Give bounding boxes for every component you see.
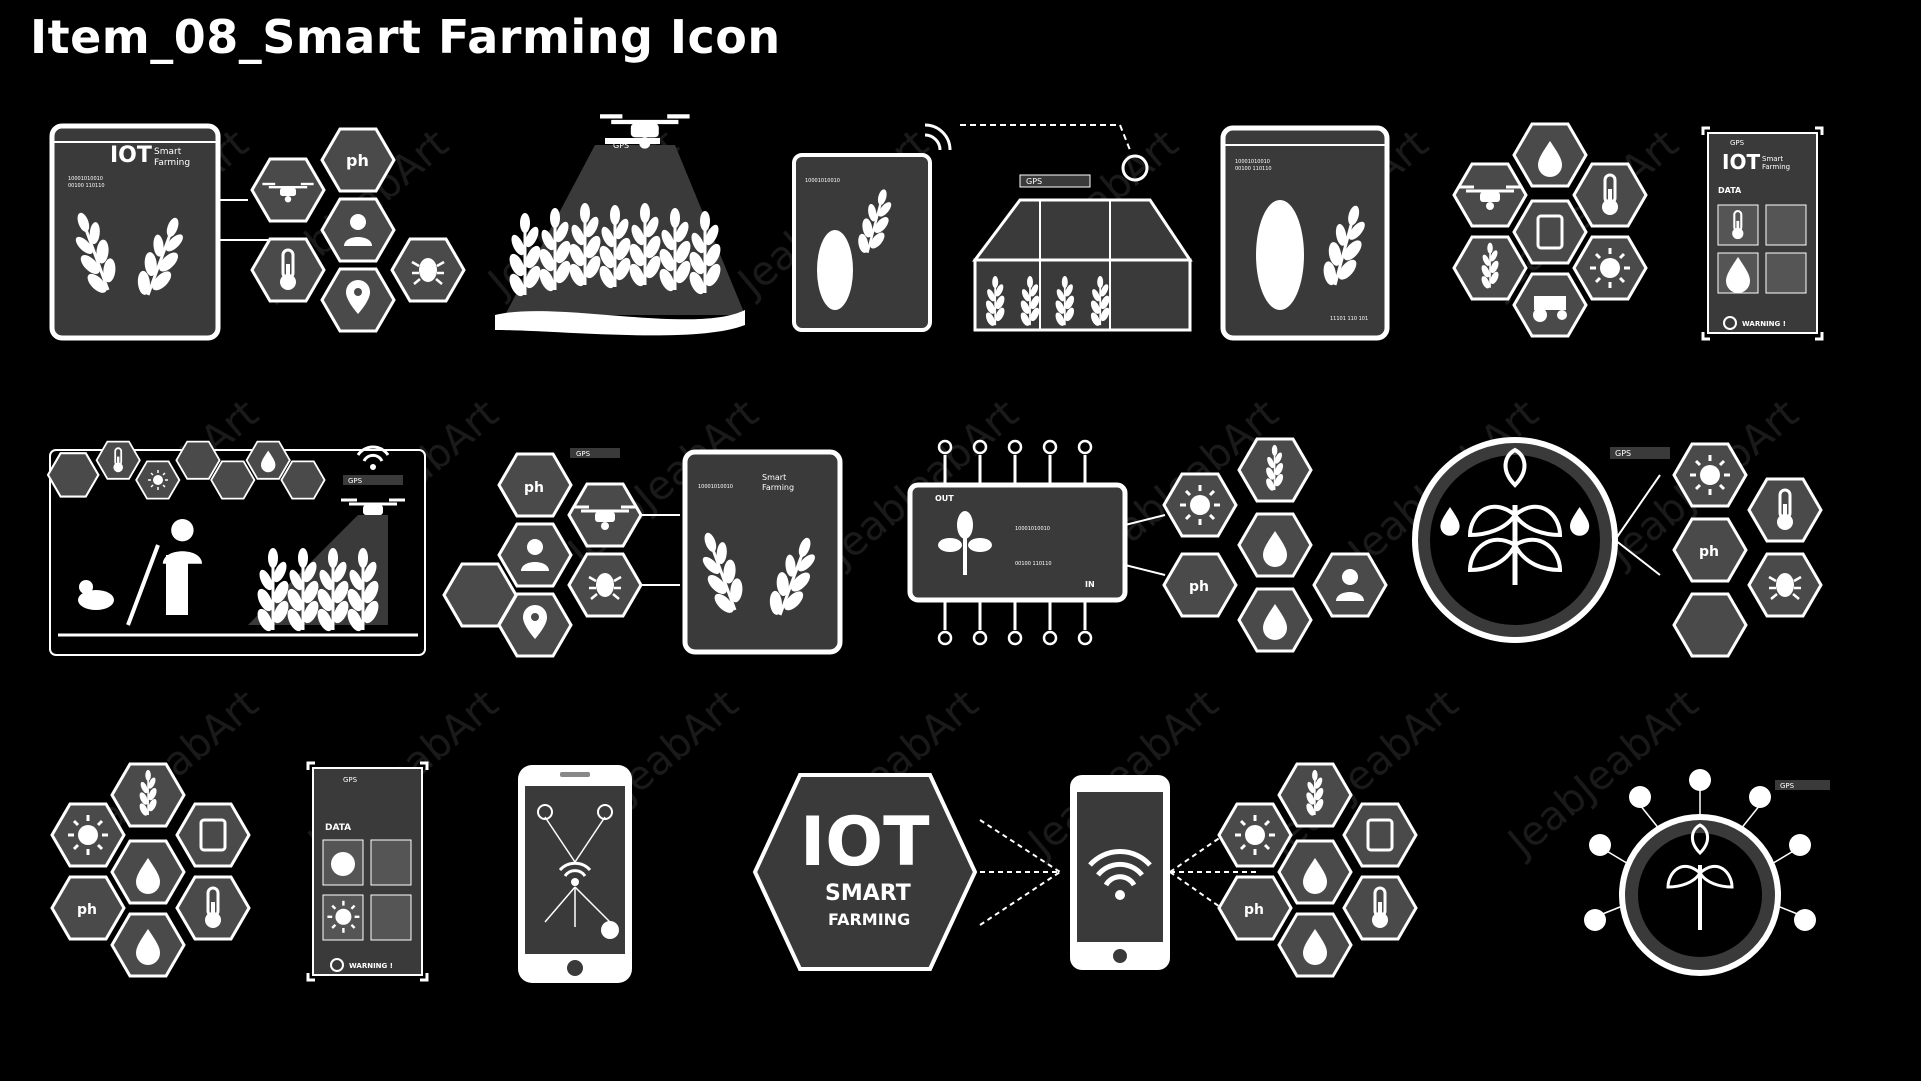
smart-label: SMART [825, 881, 911, 906]
smart-label: Smart [154, 147, 182, 157]
ph-label: ph [1189, 579, 1209, 595]
binary-text: 00100 110110 [1235, 166, 1272, 172]
plant-circle-ring: GPS [1570, 765, 1850, 980]
ph-label: ph [1244, 902, 1264, 918]
smart-label: Smart [762, 473, 786, 482]
page-title: Item_08_Smart Farming Icon [30, 10, 781, 64]
gps-label: GPS [1026, 177, 1042, 186]
gps-label: GPS [343, 776, 358, 784]
binary-text: 11101 110 101 [1330, 316, 1368, 322]
iot-label: IOT [1722, 150, 1760, 174]
tablet-corn: 10001010010 00100 110110 11101 110 101 [1220, 125, 1390, 345]
out-label: OUT [935, 494, 954, 503]
farmer-field-scene: GPS [46, 435, 428, 660]
farming-label: Farming [762, 483, 794, 492]
gps-label: GPS [1780, 782, 1795, 790]
ph-label: ph [1699, 544, 1719, 560]
gps-label: GPS [348, 477, 363, 485]
gps-label: GPS [1730, 139, 1745, 147]
ph-label: ph [77, 902, 97, 918]
phone-data-warning: GPS IOT Smart Farming DATA WARNING ! [1700, 125, 1825, 345]
iot-hex-phone-hex: IOT SMART FARMING ph [750, 760, 1480, 985]
warning-label: WARNING ! [349, 962, 393, 970]
gps-label: GPS [1615, 449, 1631, 458]
chip-plant-hex: OUT IN 10001010010 00100 110110 ph [905, 435, 1388, 660]
iot-tablet-wheat-hex-cluster: IOT Smart Farming 10001010010 00100 1101… [48, 120, 468, 345]
gps-label: GPS [576, 450, 591, 458]
hex-tablet-wheat: ph GPS Smart Farming 10001010010 [440, 440, 850, 660]
binary-text: 10001010010 [1015, 526, 1050, 532]
data-label: DATA [1718, 186, 1742, 195]
binary-text: 10001010010 [68, 176, 103, 182]
data-label: DATA [325, 823, 351, 833]
in-label: IN [1085, 580, 1095, 589]
ph-label: ph [1544, 157, 1561, 171]
gps-label: GPS [613, 141, 629, 150]
iot-label: IOT [800, 803, 930, 882]
binary-text: 00100 110110 [68, 183, 105, 189]
binary-text: 10001010010 [1235, 159, 1270, 165]
hex-cluster-small: ph [48, 760, 258, 985]
farming-label: Farming [1762, 163, 1790, 171]
plant-circle-sensors: GPS ph [1410, 435, 1830, 658]
ph-label: ph [524, 480, 544, 496]
farming-label: FARMING [828, 910, 910, 929]
tablet-wifi-greenhouse: 10001010010 GPS [790, 120, 1210, 345]
binary-text: 00100 110110 [1015, 561, 1052, 567]
drone-wheat-field: GPS [495, 115, 755, 340]
farming-label: Farming [154, 158, 190, 168]
iot-label: IOT [110, 143, 152, 168]
warning-label: WARNING ! [1742, 320, 1786, 328]
ph-label: ph [346, 151, 369, 170]
phone-data-grid: GPS DATA WARNING ! [305, 760, 430, 985]
smart-label: Smart [1762, 155, 1783, 163]
hex-cluster-weather: ph [1440, 120, 1660, 345]
binary-text: 10001010010 [698, 484, 733, 490]
phone-network [515, 762, 635, 987]
binary-text: 10001010010 [805, 178, 840, 184]
